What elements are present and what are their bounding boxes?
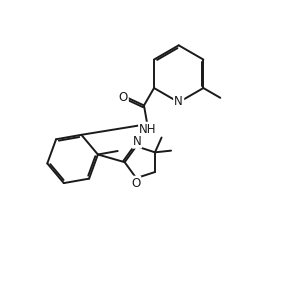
Text: N: N [174, 95, 183, 108]
Text: N: N [133, 135, 141, 148]
Text: O: O [119, 90, 128, 104]
Text: O: O [131, 177, 140, 190]
Text: NH: NH [139, 123, 157, 136]
